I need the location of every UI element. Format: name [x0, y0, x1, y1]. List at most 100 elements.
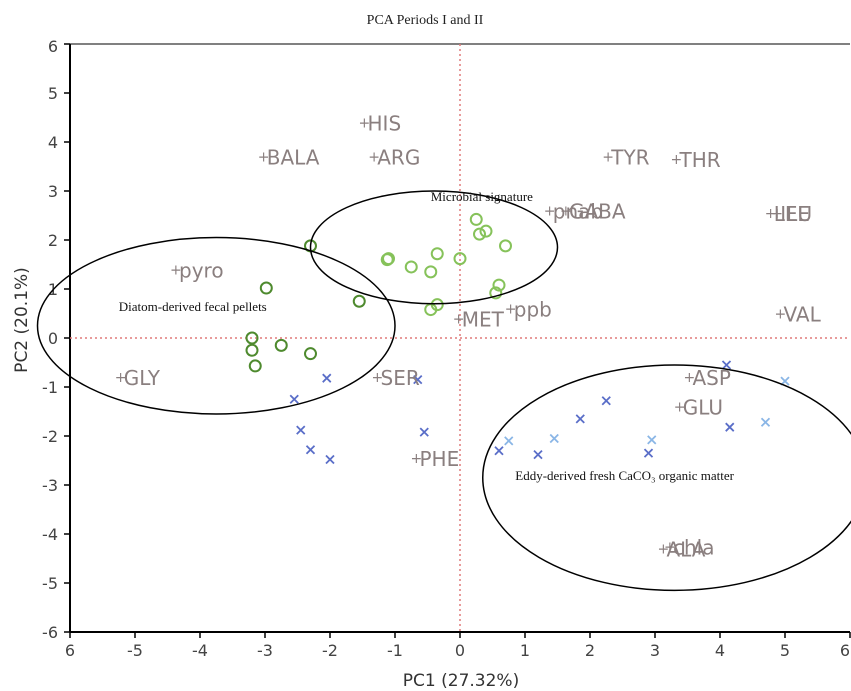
variable-label: GLU [683, 396, 723, 420]
variable-plus-marker: + [771, 206, 783, 222]
data-point-circle [499, 239, 512, 253]
variable-label: LEU [774, 202, 812, 226]
variable-label: VAL [784, 303, 822, 327]
data-point-circle [259, 281, 273, 295]
x-tick-label: 1 [520, 641, 530, 660]
x-tick-label: 5 [780, 641, 790, 660]
variable-plus-marker: + [170, 262, 182, 278]
variable-plus-marker: + [560, 204, 572, 220]
region-label: Diatom-derived fecal pellets [119, 299, 267, 314]
data-point-x [322, 373, 332, 383]
data-point-circle [404, 260, 418, 274]
data-point-circle [430, 247, 444, 261]
variable-plus-marker: + [544, 204, 556, 220]
variable-plus-marker: + [359, 115, 371, 131]
variable-plus-marker: + [775, 307, 787, 323]
data-point-circle [453, 252, 467, 266]
x-tick-label: -2 [322, 641, 338, 660]
x-tick-label: 2 [585, 641, 595, 660]
x-tick-label: -5 [127, 641, 143, 660]
variable-label: SER [381, 366, 420, 390]
y-tick-label: -1 [42, 378, 58, 397]
data-point-x [413, 375, 423, 385]
data-point-x [305, 445, 316, 455]
data-point-x [325, 454, 335, 465]
variable-plus-marker: + [258, 150, 270, 166]
data-point-x [549, 433, 559, 444]
plot-area: 6 -5 -4 -3 -2 -1 0 1 2 3 4 5 66543210-1-2-3-4-5-6+HI… [36, 37, 851, 660]
variable-plus-marker: + [372, 370, 384, 386]
data-point-circle [245, 343, 259, 357]
variable-label: pyro [179, 258, 224, 282]
variable-plus-marker: + [765, 206, 777, 222]
data-point-x [575, 414, 585, 424]
variable-label: chla [673, 535, 714, 559]
data-point-circle [304, 347, 317, 361]
data-point-x [760, 417, 771, 427]
data-point-circle [469, 212, 483, 226]
variable-plus-marker: + [453, 311, 465, 327]
region-label: Eddy-derived fresh CaCO₃ organic matter [515, 468, 734, 483]
x-tick-label: 4 [715, 641, 725, 660]
data-point-x [721, 360, 732, 370]
data-point-x [643, 448, 654, 458]
data-point-circle [424, 265, 438, 279]
variable-label: GLY [124, 366, 161, 390]
variable-plus-marker: + [658, 542, 670, 558]
y-tick-label: -6 [42, 623, 58, 642]
x-tick-label: 6 [65, 641, 75, 660]
data-point-x [419, 427, 429, 437]
variable-plus-marker: + [684, 370, 696, 386]
y-tick-label: 0 [48, 329, 58, 348]
variable-label: ALA [667, 538, 706, 562]
x-tick-label: -1 [387, 641, 403, 660]
variable-label: BALA [267, 146, 320, 170]
variable-plus-marker: + [411, 451, 423, 467]
region-ellipse [36, 236, 396, 415]
data-point-x [504, 436, 514, 446]
data-point-circle [489, 286, 503, 300]
data-point-x [601, 396, 611, 406]
y-tick-label: 4 [48, 133, 58, 152]
data-point-circle [479, 224, 493, 238]
x-tick-label: 0 [455, 641, 465, 660]
variable-plus-marker: + [674, 400, 686, 416]
region-ellipse [482, 364, 851, 592]
data-point-x [533, 449, 543, 460]
variable-label: PHE [420, 447, 460, 471]
x-tick-label: 3 [650, 641, 660, 660]
y-tick-label: 2 [48, 231, 58, 250]
variable-label: GABA [569, 200, 626, 224]
data-point-x [725, 422, 735, 432]
data-point-x [296, 425, 306, 435]
data-point-circle [245, 331, 259, 345]
data-point-circle [248, 359, 262, 373]
y-axis-title: PC2 (20.1%) [12, 267, 32, 373]
variable-label: THR [679, 148, 721, 172]
y-tick-label: -2 [42, 427, 58, 446]
data-point-circle [473, 227, 486, 241]
variable-label: ppb [514, 298, 552, 322]
y-tick-label: -4 [42, 525, 58, 544]
x-tick-label: -3 [257, 641, 273, 660]
variable-plus-marker: + [505, 302, 517, 318]
variable-plus-marker: + [115, 370, 127, 386]
variable-plus-marker: + [368, 150, 380, 166]
data-point-circle [380, 253, 394, 267]
variable-label: ARG [377, 146, 420, 170]
y-tick-label: 3 [48, 182, 58, 201]
variable-plus-marker: + [671, 152, 683, 168]
variable-label: MET [462, 307, 505, 331]
chart-title: PCA Periods I and II [367, 13, 484, 28]
data-point-x [647, 435, 657, 445]
region-ellipse [309, 190, 559, 305]
variable-plus-marker: + [602, 150, 614, 166]
y-tick-label: -5 [42, 574, 58, 593]
variable-label: pnab [553, 200, 603, 224]
data-point-circle [274, 338, 288, 352]
variable-label: HIS [368, 111, 402, 135]
y-tick-label: -3 [42, 476, 58, 495]
x-tick-label: 6 [840, 641, 850, 660]
variable-label: ASP [693, 366, 731, 390]
